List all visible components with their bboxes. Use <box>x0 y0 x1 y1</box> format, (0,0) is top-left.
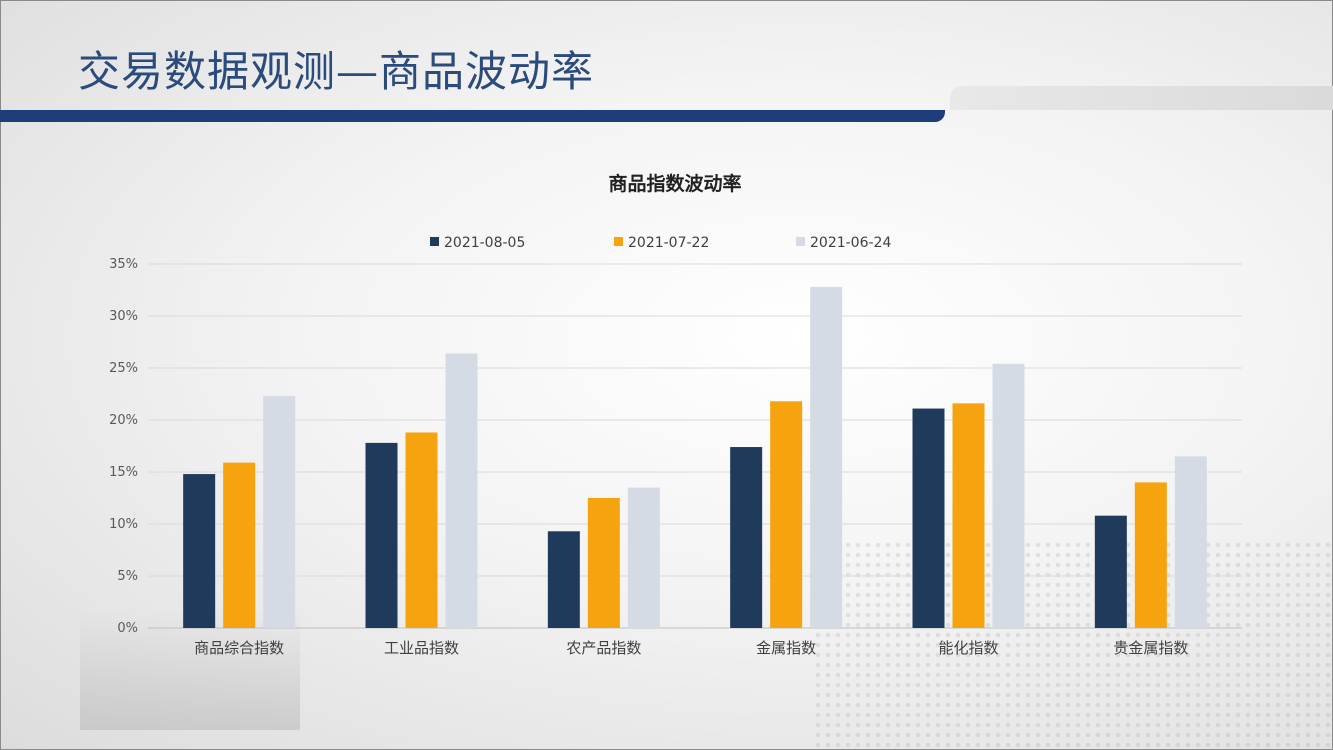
bar-2021-06-24 <box>445 353 478 628</box>
x-category-label: 能化指数 <box>938 639 998 657</box>
legend-swatch <box>430 237 439 246</box>
slide-title: 交易数据观测—商品波动率 <box>78 47 595 96</box>
chart-title: 商品指数波动率 <box>608 172 741 195</box>
bar-2021-08-05 <box>183 474 216 628</box>
y-tick-label: 0% <box>117 621 138 636</box>
bar-2021-08-05 <box>1094 515 1127 628</box>
y-tick-label: 5% <box>117 569 138 584</box>
bar-2021-07-22 <box>223 462 256 628</box>
chart-legend: 2021-08-05 2021-07-22 2021-06-24 <box>430 235 891 251</box>
y-tick-label: 30% <box>109 309 138 324</box>
legend-label: 2021-08-05 <box>444 235 525 251</box>
legend-swatch <box>796 237 805 246</box>
legend-label: 2021-06-24 <box>810 235 891 251</box>
bar-2021-08-05 <box>547 531 580 628</box>
bar-2021-06-24 <box>1174 456 1207 628</box>
bar-2021-07-22 <box>587 498 620 628</box>
bar-2021-08-05 <box>730 447 763 628</box>
title-band-accent <box>950 86 1333 110</box>
x-category-label: 金属指数 <box>756 639 816 657</box>
y-tick-label: 35% <box>109 257 138 272</box>
title-underline-band <box>0 110 945 122</box>
chart-bars <box>183 286 1207 628</box>
y-axis: 0% 5% 10% 15% 20% 25% 30% 35% <box>109 257 138 636</box>
bar-2021-07-22 <box>770 401 803 628</box>
background-dot-pattern <box>813 540 1333 750</box>
x-category-label: 工业品指数 <box>384 639 459 657</box>
bar-2021-06-24 <box>263 396 296 628</box>
bar-2021-06-24 <box>627 487 660 628</box>
bar-2021-08-05 <box>365 442 398 628</box>
y-tick-label: 10% <box>109 517 138 532</box>
bar-2021-07-22 <box>405 432 438 628</box>
bar-2021-08-05 <box>912 408 945 628</box>
y-tick-label: 20% <box>109 413 138 428</box>
bar-2021-06-24 <box>810 286 843 628</box>
legend-label: 2021-07-22 <box>628 235 709 251</box>
x-category-label: 商品综合指数 <box>194 639 284 657</box>
bar-2021-07-22 <box>1134 482 1167 628</box>
y-tick-label: 15% <box>109 465 138 480</box>
x-category-label: 农产品指数 <box>566 639 641 657</box>
bar-2021-06-24 <box>992 363 1025 628</box>
chart-gridlines <box>148 263 1242 629</box>
x-category-label: 贵金属指数 <box>1113 639 1188 657</box>
legend-swatch <box>614 237 623 246</box>
y-tick-label: 25% <box>109 361 138 376</box>
x-axis: 商品综合指数 工业品指数 农产品指数 金属指数 能化指数 贵金属指数 <box>194 639 1188 657</box>
background-skyline-decoration <box>80 610 300 730</box>
bar-2021-07-22 <box>952 403 985 628</box>
